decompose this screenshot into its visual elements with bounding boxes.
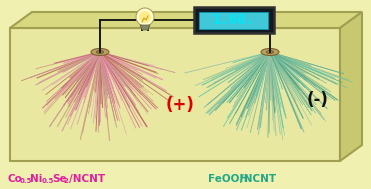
Text: 0.5: 0.5 — [42, 178, 55, 184]
Text: FeOOH: FeOOH — [208, 174, 248, 184]
Text: (+): (+) — [165, 96, 194, 114]
Ellipse shape — [91, 49, 109, 56]
Text: 2: 2 — [64, 178, 69, 184]
Text: Ni: Ni — [30, 174, 42, 184]
Text: Se: Se — [52, 174, 67, 184]
Text: Co: Co — [8, 174, 23, 184]
Text: (-): (-) — [307, 91, 329, 109]
Polygon shape — [10, 12, 362, 28]
Circle shape — [136, 8, 154, 26]
Text: 0.5: 0.5 — [20, 178, 32, 184]
Text: 1.60.: 1.60. — [213, 13, 255, 27]
Circle shape — [139, 11, 151, 23]
Ellipse shape — [96, 50, 104, 53]
Text: /NCNT: /NCNT — [240, 174, 276, 184]
FancyBboxPatch shape — [10, 28, 340, 161]
Ellipse shape — [266, 50, 273, 53]
FancyBboxPatch shape — [194, 7, 274, 33]
FancyBboxPatch shape — [200, 12, 269, 29]
Text: /NCNT: /NCNT — [69, 174, 105, 184]
Polygon shape — [340, 12, 362, 161]
Polygon shape — [140, 25, 150, 30]
Ellipse shape — [261, 49, 279, 56]
